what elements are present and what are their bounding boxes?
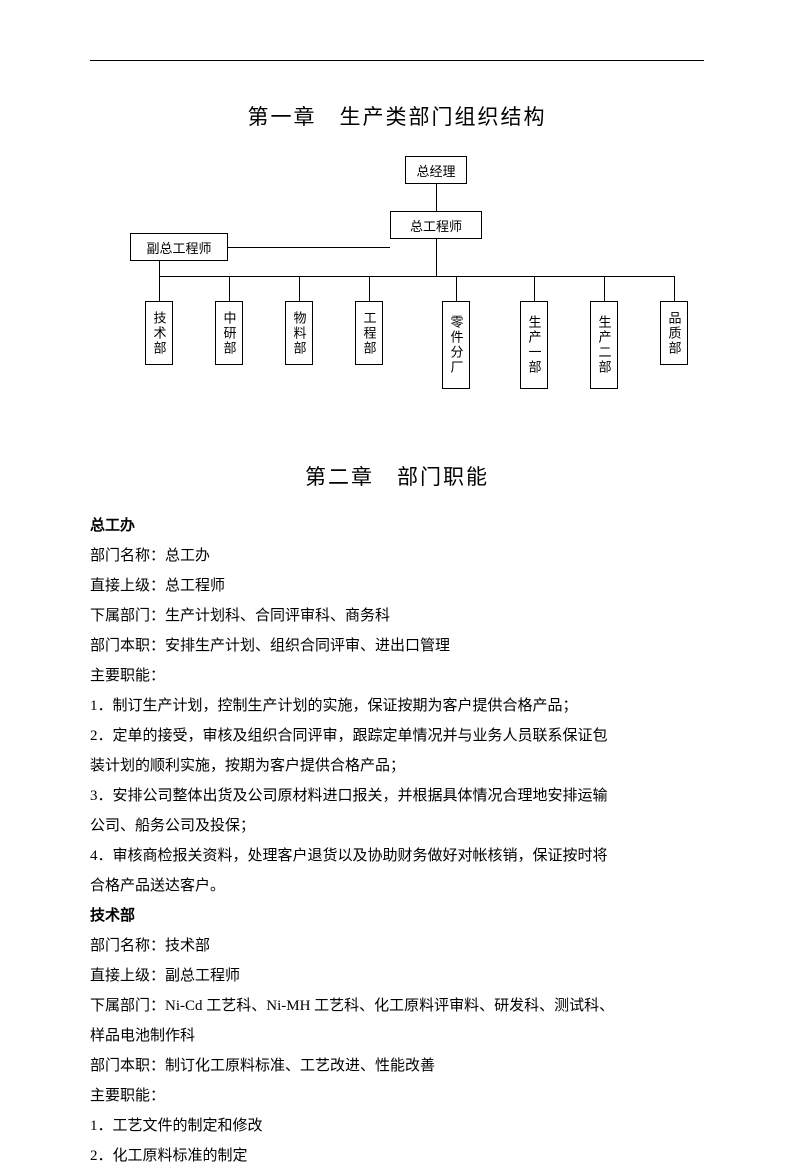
org-connector <box>159 276 674 277</box>
header-rule <box>90 60 704 61</box>
org-child-label: 物料部 <box>290 311 309 356</box>
org-child-label: 零件分厂 <box>447 315 466 375</box>
org-connector <box>369 276 370 301</box>
org-child-0: 技术部 <box>145 301 173 365</box>
sec1-duty: 部门本职：安排生产计划、组织合同评审、进出口管理 <box>90 631 704 661</box>
sec2-superior: 直接上级：副总工程师 <box>90 961 704 991</box>
org-connector <box>674 276 675 301</box>
org-root-label: 总经理 <box>416 161 455 180</box>
org-connector <box>228 247 390 248</box>
org-side-label: 副总工程师 <box>146 238 211 257</box>
org-node-level2: 总工程师 <box>390 211 482 239</box>
chapter2-title: 第二章 部门职能 <box>90 461 704 491</box>
sec2-header: 技术部 <box>90 901 704 931</box>
org-child-2: 物料部 <box>285 301 313 365</box>
org-child-label: 工程部 <box>360 311 379 356</box>
org-node-side: 副总工程师 <box>130 233 228 261</box>
org-child-label: 品质部 <box>665 311 684 356</box>
org-connector <box>159 276 160 301</box>
org-node-root: 总经理 <box>405 156 467 184</box>
org-connector <box>456 276 457 301</box>
sec2-item1: 1．工艺文件的制定和修改 <box>90 1111 704 1141</box>
sec1-func-label: 主要职能： <box>90 661 704 691</box>
sec1-item4b: 合格产品送达客户。 <box>90 871 704 901</box>
org-child-1: 中研部 <box>215 301 243 365</box>
sec2-item2: 2．化工原料标准的制定 <box>90 1141 704 1171</box>
org-connector <box>436 239 437 276</box>
org-connector <box>604 276 605 301</box>
sec1-item1: 1．制订生产计划，控制生产计划的实施，保证按期为客户提供合格产品； <box>90 691 704 721</box>
sec1-item3a: 3．安排公司整体出货及公司原材料进口报关，并根据具体情况合理地安排运输 <box>90 781 704 811</box>
org-child-4: 零件分厂 <box>442 301 470 389</box>
sec1-superior: 直接上级：总工程师 <box>90 571 704 601</box>
sec1-subdept: 下属部门：生产计划科、合同评审科、商务科 <box>90 601 704 631</box>
sec1-item2a: 2．定单的接受，审核及组织合同评审，跟踪定单情况并与业务人员联系保证包 <box>90 721 704 751</box>
org-child-6: 生产二部 <box>590 301 618 389</box>
org-child-label: 技术部 <box>150 311 169 356</box>
sec1-item4a: 4．审核商检报关资料，处理客户退货以及协助财务做好对帐核销，保证按时将 <box>90 841 704 871</box>
org-child-label: 生产一部 <box>525 315 544 375</box>
sec2-name: 部门名称：技术部 <box>90 931 704 961</box>
org-chart: 总经理 总工程师 副总工程师 技术部 中研部 物料部 工程部 零件分厂 生产一部… <box>90 156 704 426</box>
org-child-3: 工程部 <box>355 301 383 365</box>
sec1-item3b: 公司、船务公司及投保； <box>90 811 704 841</box>
sec2-duty: 部门本职：制订化工原料标准、工艺改进、性能改善 <box>90 1051 704 1081</box>
org-child-5: 生产一部 <box>520 301 548 389</box>
org-child-label: 中研部 <box>220 311 239 356</box>
org-connector <box>229 276 230 301</box>
org-child-7: 品质部 <box>660 301 688 365</box>
sec2-subdept-b: 样品电池制作科 <box>90 1021 704 1051</box>
chapter1-title: 第一章 生产类部门组织结构 <box>90 101 704 131</box>
org-child-label: 生产二部 <box>595 315 614 375</box>
sec2-func-label: 主要职能： <box>90 1081 704 1111</box>
org-connector <box>299 276 300 301</box>
sec1-name: 部门名称：总工办 <box>90 541 704 571</box>
org-connector <box>534 276 535 301</box>
org-connector <box>436 184 437 211</box>
section-1: 总工办 部门名称：总工办 直接上级：总工程师 下属部门：生产计划科、合同评审科、… <box>90 511 704 901</box>
sec1-header: 总工办 <box>90 511 704 541</box>
org-level2-label: 总工程师 <box>410 216 462 235</box>
section-2: 技术部 部门名称：技术部 直接上级：副总工程师 下属部门：Ni-Cd 工艺科、N… <box>90 901 704 1171</box>
sec2-subdept-a: 下属部门：Ni-Cd 工艺科、Ni‐MH 工艺科、化工原料评审料、研发科、测试科… <box>90 991 704 1021</box>
sec1-item2b: 装计划的顺利实施，按期为客户提供合格产品； <box>90 751 704 781</box>
